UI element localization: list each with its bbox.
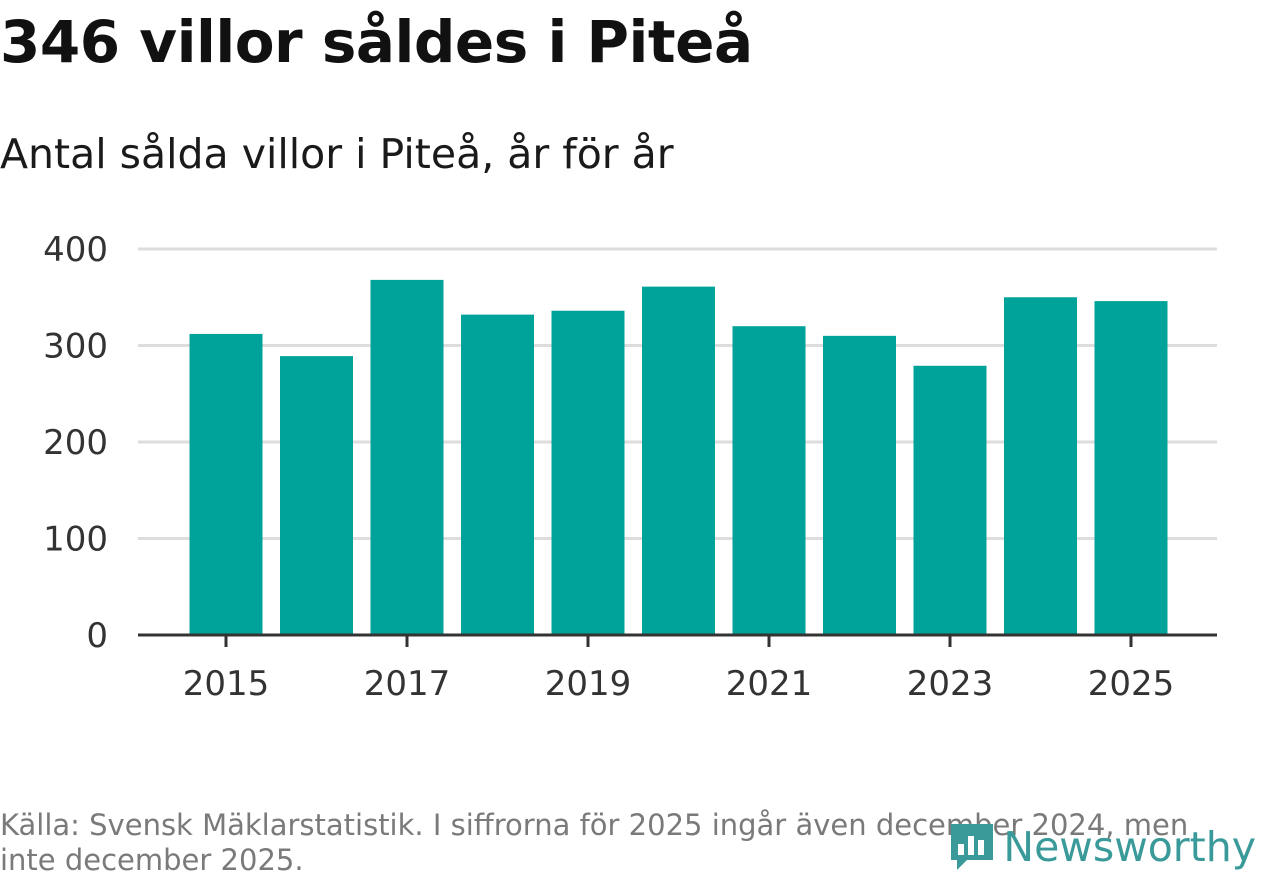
bar-2019 (551, 310, 625, 635)
bars (189, 279, 1168, 635)
x-tick-label: 2023 (907, 664, 994, 704)
y-tick-label: 0 (86, 616, 108, 656)
y-tick-label: 300 (43, 327, 108, 367)
x-tick-label: 2019 (545, 664, 632, 704)
brand-name: Newsworthy (1003, 823, 1256, 871)
bar-2024 (1004, 297, 1077, 635)
newsworthy-logo-icon (951, 824, 994, 870)
bar-2022 (823, 335, 896, 635)
y-tick-label: 100 (43, 520, 108, 560)
x-tick-label: 2015 (183, 664, 270, 704)
bar-2020 (642, 286, 715, 635)
bar-2016 (280, 356, 353, 635)
bar-2015 (189, 333, 263, 635)
y-tick-label: 200 (43, 423, 108, 463)
newsworthy-brand: Newsworthy (947, 820, 1256, 874)
bar-2017 (370, 279, 444, 635)
bar-2018 (461, 314, 534, 635)
bar-2023 (913, 365, 987, 635)
x-tick-label: 2025 (1088, 664, 1175, 704)
x-tick-label: 2021 (726, 664, 813, 704)
chart-subtitle: Antal sålda villor i Piteå, år för år (0, 130, 674, 178)
x-tick-label: 2017 (364, 664, 451, 704)
axes: 0 100 200 300 400 2015 2017 2019 2021 2023 2025 (43, 230, 1217, 704)
bar-2021 (732, 326, 806, 635)
y-tick-label: 400 (43, 230, 108, 270)
bar-2025 (1094, 301, 1168, 635)
chart-title: 346 villor såldes i Piteå (0, 8, 753, 76)
